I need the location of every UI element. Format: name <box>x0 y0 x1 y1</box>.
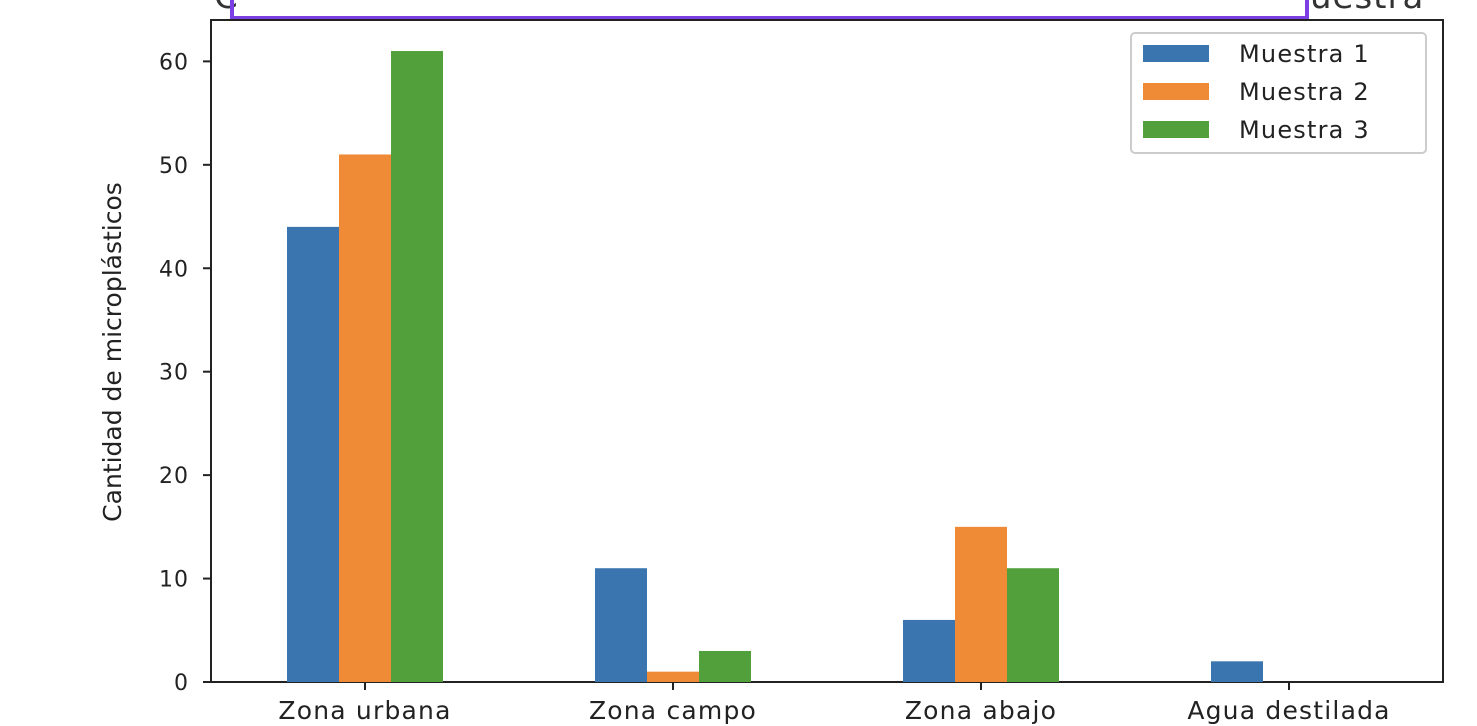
bar <box>1211 661 1263 682</box>
bar <box>647 671 699 682</box>
bar <box>287 226 339 682</box>
legend-entry-label: Muestra 1 <box>1239 40 1370 68</box>
bar <box>595 568 647 682</box>
header-accent-bar <box>230 0 1309 20</box>
bar <box>903 619 955 682</box>
y-tick-label: 50 <box>159 154 189 179</box>
y-tick-label: 0 <box>174 671 189 696</box>
legend-entry-label: Muestra 2 <box>1239 78 1370 106</box>
legend-swatch <box>1143 83 1209 100</box>
bar <box>699 650 751 682</box>
bar <box>339 154 391 682</box>
legend-swatch <box>1143 45 1209 62</box>
legend: Muestra 1 Muestra 2 Muestra 3 <box>1130 32 1427 154</box>
x-tick-label: Zona abajo <box>905 696 1057 725</box>
y-tick-label: 40 <box>159 257 189 282</box>
y-tick-label: 30 <box>159 361 189 386</box>
plot-area: 0 10 20 30 40 50 60 Zona urbana Zona campo Zona a… <box>159 19 1444 725</box>
y-axis-label: Cantidad de microplásticos <box>98 182 127 522</box>
x-tick-label: Zona urbana <box>278 696 451 725</box>
bar <box>955 526 1007 682</box>
bar <box>391 51 443 682</box>
axes-frame <box>210 19 1444 683</box>
legend-swatch <box>1143 121 1209 138</box>
x-tick-label: Agua destilada <box>1187 696 1390 725</box>
legend-entry-label: Muestra 3 <box>1239 116 1370 144</box>
header-left-fragment: C <box>214 0 239 17</box>
y-tick-label: 60 <box>159 50 189 75</box>
x-tick-label: Zona campo <box>589 696 757 725</box>
y-tick-label: 10 <box>159 568 189 593</box>
y-tick-label: 20 <box>159 464 189 489</box>
bar <box>1007 568 1059 682</box>
header-right-fragment: uestra <box>1310 0 1424 17</box>
